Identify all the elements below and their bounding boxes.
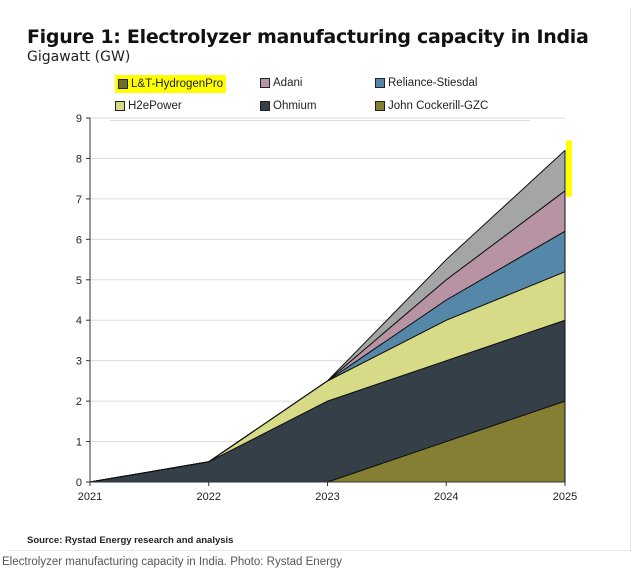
chart-subtitle: Gigawatt (GW) — [27, 49, 131, 65]
y-tick-label: 3 — [76, 356, 82, 368]
legend-label: Reliance-Stiesdal — [388, 77, 478, 89]
legend-item: L&T-HydrogenPro — [115, 75, 227, 93]
y-tick-label: 2 — [76, 396, 82, 408]
legend-item: Ohmium — [260, 98, 316, 114]
x-tick-label: 2022 — [197, 491, 221, 503]
legend-swatch — [260, 101, 270, 111]
x-tick-label: 2021 — [78, 491, 102, 503]
chart-title: Figure 1: Electrolyzer manufacturing cap… — [27, 26, 589, 48]
photo-caption: Electrolyzer manufacturing capacity in I… — [2, 556, 343, 568]
legend-label: L&T-HydrogenPro — [131, 78, 224, 90]
legend-label: John Cockerill-GZC — [388, 100, 489, 112]
legend: L&T-HydrogenPro Adani Reliance-Stiesdal H2e… — [115, 73, 535, 121]
area-l-t-hydrogenpro — [89, 149, 566, 483]
legend-divider — [110, 120, 530, 121]
legend-item: Reliance-Stiesdal — [375, 75, 478, 91]
y-tick-label: 0 — [76, 477, 82, 489]
figure-frame — [8, 8, 631, 551]
y-tick-label: 1 — [76, 437, 82, 449]
y-tick-label: 7 — [76, 194, 82, 206]
y-tick-label: 9 — [76, 113, 82, 125]
source-note: Source: Rystad Energy research and analy… — [27, 535, 234, 546]
legend-swatch — [115, 101, 125, 111]
legend-swatch — [375, 101, 385, 111]
highlight-mark — [566, 140, 572, 197]
y-tick-label: 8 — [76, 153, 82, 165]
legend-label: H2ePower — [128, 100, 182, 112]
x-tick-label: 2024 — [434, 491, 458, 503]
legend-swatch — [118, 79, 128, 89]
x-tick-label: 2025 — [553, 491, 577, 503]
y-tick-label: 6 — [76, 234, 82, 246]
legend-swatch — [260, 78, 270, 88]
legend-swatch — [375, 78, 385, 88]
legend-label: Ohmium — [273, 100, 317, 112]
y-tick-label: 5 — [76, 275, 82, 287]
x-tick-label: 2023 — [315, 491, 339, 503]
y-tick-label: 4 — [76, 315, 82, 327]
legend-item: Adani — [260, 75, 302, 91]
legend-label: Adani — [273, 77, 303, 89]
legend-item: John Cockerill-GZC — [375, 98, 488, 114]
legend-item: H2ePower — [115, 98, 182, 114]
